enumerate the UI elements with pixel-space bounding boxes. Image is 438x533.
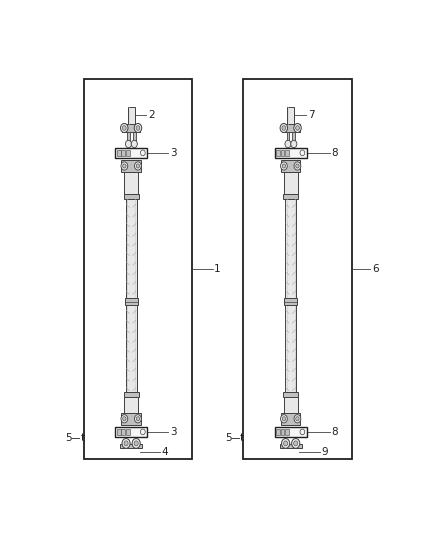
Circle shape: [300, 150, 305, 156]
Bar: [126, 429, 130, 435]
Bar: [125, 298, 138, 305]
Bar: [121, 429, 125, 435]
Circle shape: [282, 417, 286, 421]
Circle shape: [134, 162, 141, 170]
Text: 3: 3: [170, 148, 177, 158]
Circle shape: [134, 415, 141, 423]
Text: t: t: [240, 433, 244, 443]
Bar: [124, 397, 138, 413]
Bar: [121, 413, 141, 424]
Text: 8: 8: [332, 427, 338, 437]
Bar: [122, 124, 140, 132]
Bar: [275, 426, 307, 437]
Bar: [127, 132, 130, 141]
Bar: [283, 172, 298, 195]
Circle shape: [122, 126, 126, 130]
Bar: [124, 392, 138, 397]
Circle shape: [294, 124, 301, 133]
Bar: [115, 426, 147, 437]
Circle shape: [134, 441, 138, 446]
Bar: [282, 124, 300, 132]
Bar: [283, 195, 298, 199]
Circle shape: [136, 126, 140, 130]
Bar: [283, 397, 298, 413]
Text: 8: 8: [332, 148, 338, 158]
Bar: [243, 79, 352, 459]
Bar: [121, 150, 125, 156]
Text: 9: 9: [321, 447, 328, 457]
Bar: [280, 444, 301, 448]
Circle shape: [294, 441, 298, 446]
Bar: [117, 429, 121, 435]
Circle shape: [282, 164, 286, 168]
Circle shape: [294, 415, 301, 423]
Circle shape: [141, 150, 145, 156]
Text: t: t: [80, 433, 85, 443]
Bar: [276, 150, 280, 156]
Circle shape: [120, 124, 128, 133]
Text: 7: 7: [307, 110, 314, 120]
Circle shape: [141, 429, 145, 435]
Circle shape: [296, 417, 299, 421]
Circle shape: [136, 164, 140, 168]
Circle shape: [283, 441, 288, 446]
Bar: [283, 392, 298, 397]
Circle shape: [134, 124, 142, 133]
Bar: [133, 132, 136, 141]
Circle shape: [282, 439, 290, 448]
Bar: [276, 429, 280, 435]
Bar: [127, 107, 134, 124]
Circle shape: [285, 140, 291, 148]
Bar: [84, 79, 192, 459]
Bar: [293, 132, 295, 141]
Bar: [281, 150, 284, 156]
Bar: [117, 150, 121, 156]
Bar: [286, 132, 290, 141]
Text: 2: 2: [148, 110, 155, 120]
Text: 6: 6: [372, 264, 379, 274]
Text: 4: 4: [162, 447, 168, 457]
Bar: [287, 107, 294, 124]
Circle shape: [132, 439, 140, 448]
Bar: [115, 148, 147, 158]
Text: 3: 3: [170, 427, 177, 437]
Circle shape: [294, 162, 301, 170]
Circle shape: [124, 441, 128, 446]
Text: 5: 5: [225, 433, 232, 443]
Bar: [285, 150, 289, 156]
Circle shape: [280, 124, 287, 133]
Bar: [124, 195, 138, 199]
Bar: [120, 444, 142, 448]
Bar: [281, 429, 284, 435]
Circle shape: [296, 126, 300, 130]
Circle shape: [125, 140, 131, 148]
Circle shape: [123, 417, 126, 421]
Text: 5: 5: [66, 433, 72, 443]
Circle shape: [121, 162, 128, 170]
Circle shape: [122, 439, 130, 448]
Bar: [121, 160, 141, 172]
Circle shape: [282, 126, 286, 130]
Bar: [124, 172, 138, 195]
Bar: [275, 148, 307, 158]
Bar: [281, 160, 300, 172]
Circle shape: [291, 140, 297, 148]
Circle shape: [123, 164, 126, 168]
Circle shape: [296, 164, 299, 168]
Bar: [126, 150, 130, 156]
Bar: [285, 429, 289, 435]
Bar: [285, 199, 296, 392]
Circle shape: [121, 415, 128, 423]
Circle shape: [280, 162, 287, 170]
Text: 1: 1: [214, 264, 221, 274]
Circle shape: [300, 429, 305, 435]
Bar: [281, 413, 300, 424]
Circle shape: [131, 140, 138, 148]
Bar: [126, 199, 137, 392]
Circle shape: [280, 415, 287, 423]
Circle shape: [292, 439, 300, 448]
Bar: [284, 298, 297, 305]
Circle shape: [136, 417, 140, 421]
